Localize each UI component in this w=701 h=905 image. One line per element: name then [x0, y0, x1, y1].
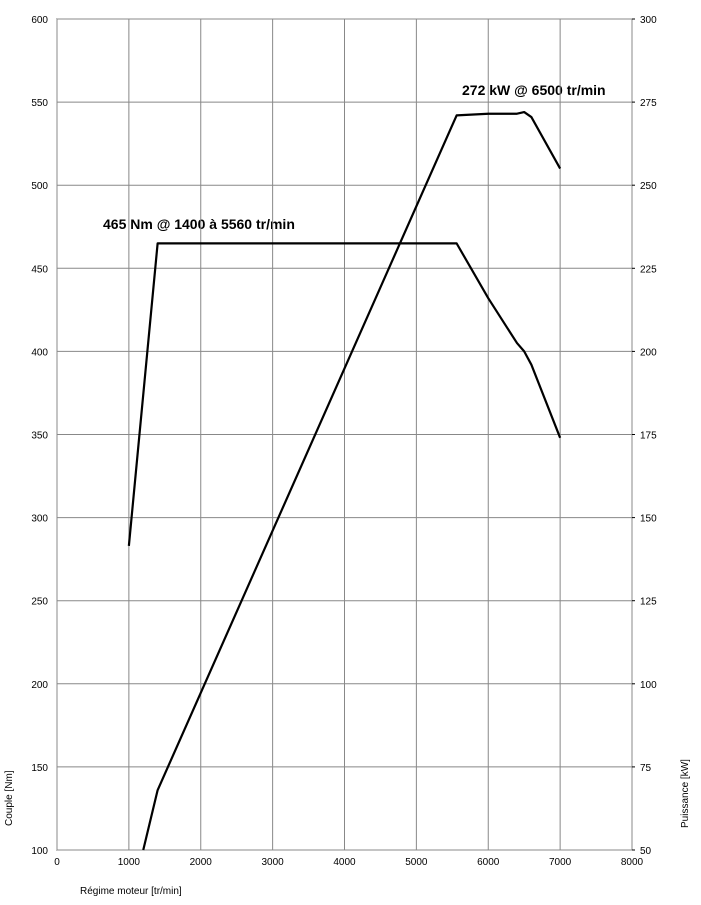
y-tick-label: 450 [31, 264, 48, 275]
x-tick-label: 5000 [405, 857, 428, 868]
y-tick-label: 400 [31, 347, 48, 358]
y-tick-label: 500 [31, 181, 48, 192]
y-tick-label: 350 [31, 431, 48, 442]
x-tick-label: 4000 [333, 857, 356, 868]
y2-tick-label: 150 [640, 514, 657, 525]
series-line [127, 242, 562, 546]
y-tick-label: 250 [31, 597, 48, 608]
y-tick-label: 300 [31, 514, 48, 525]
x-tick-label: 1000 [118, 857, 141, 868]
y2-tick-label: 175 [640, 431, 657, 442]
y2-tick-label: 275 [640, 98, 657, 109]
y2-tick-label: 200 [640, 347, 657, 358]
x-tick-label: 2000 [190, 857, 213, 868]
x-tick-label: 6000 [477, 857, 500, 868]
y-tick-label: 550 [31, 98, 48, 109]
x-axis-label: Régime moteur [tr/min] [80, 886, 182, 897]
y2-tick-label: 50 [640, 846, 652, 857]
x-tick-label: 7000 [549, 857, 572, 868]
y2-axis-label: Puissance [kW] [680, 759, 691, 828]
y2-tick-label: 125 [640, 597, 657, 608]
y-tick-label: 600 [31, 15, 48, 26]
x-tick-label: 8000 [621, 857, 644, 868]
x-tick-label: 0 [54, 857, 60, 868]
y-tick-label: 200 [31, 680, 48, 691]
y-tick-label: 150 [31, 763, 48, 774]
y-axis-label: Couple [Nm] [4, 770, 15, 826]
y2-tick-label: 250 [640, 181, 657, 192]
series-line [142, 110, 562, 851]
y2-tick-label: 300 [640, 15, 657, 26]
y2-tick-label: 75 [640, 763, 652, 774]
x-tick-label: 3000 [262, 857, 285, 868]
y-tick-label: 100 [31, 846, 48, 857]
y2-tick-label: 100 [640, 680, 657, 691]
annotation: 465 Nm @ 1400 à 5560 tr/min [103, 216, 295, 232]
annotation: 272 kW @ 6500 tr/min [462, 82, 606, 98]
y2-tick-label: 225 [640, 264, 657, 275]
